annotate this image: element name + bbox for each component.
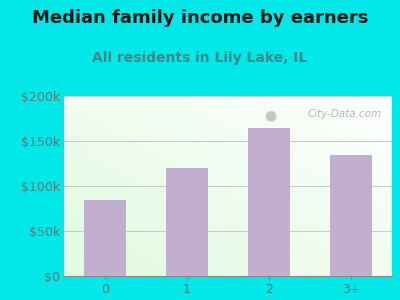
Bar [248,128,290,276]
Bar [84,200,126,276]
Text: Median family income by earners: Median family income by earners [32,9,368,27]
Text: All residents in Lily Lake, IL: All residents in Lily Lake, IL [92,51,308,65]
Bar [166,168,208,276]
Text: ●: ● [264,109,276,123]
Bar [330,154,372,276]
Text: City-Data.com: City-Data.com [308,109,382,118]
